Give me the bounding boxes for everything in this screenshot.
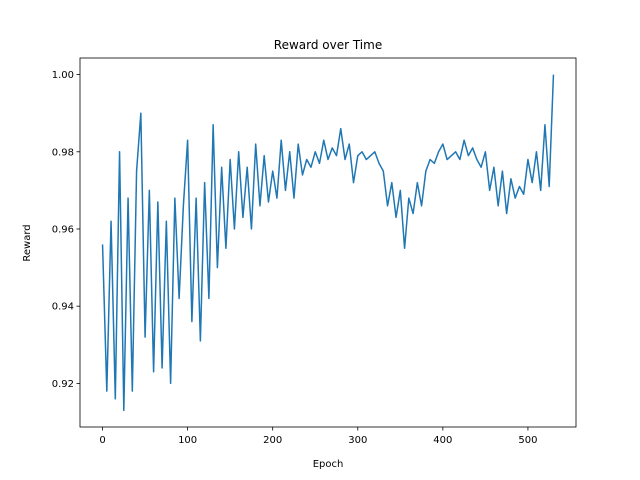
x-tick-label: 400: [433, 435, 452, 446]
axes-frame: [79, 57, 577, 428]
line: [101, 74, 555, 412]
x-axis-label: Epoch: [313, 459, 344, 470]
x-tick-label: 0: [99, 435, 105, 446]
y-axis-label: Reward: [22, 224, 33, 261]
y-tick-label: 1.00: [52, 70, 74, 81]
chart-title: Reward over Time: [274, 38, 382, 52]
x-tick-label: 100: [178, 435, 197, 446]
x-tick-label: 300: [348, 435, 367, 446]
y-tick-label: 0.98: [52, 147, 74, 158]
x-tick-label: 500: [518, 435, 537, 446]
y-tick-label: 0.96: [52, 224, 74, 235]
x-tick-label: 200: [263, 435, 282, 446]
y-tick-label: 0.92: [52, 379, 74, 390]
y-tick-label: 0.94: [52, 302, 74, 313]
